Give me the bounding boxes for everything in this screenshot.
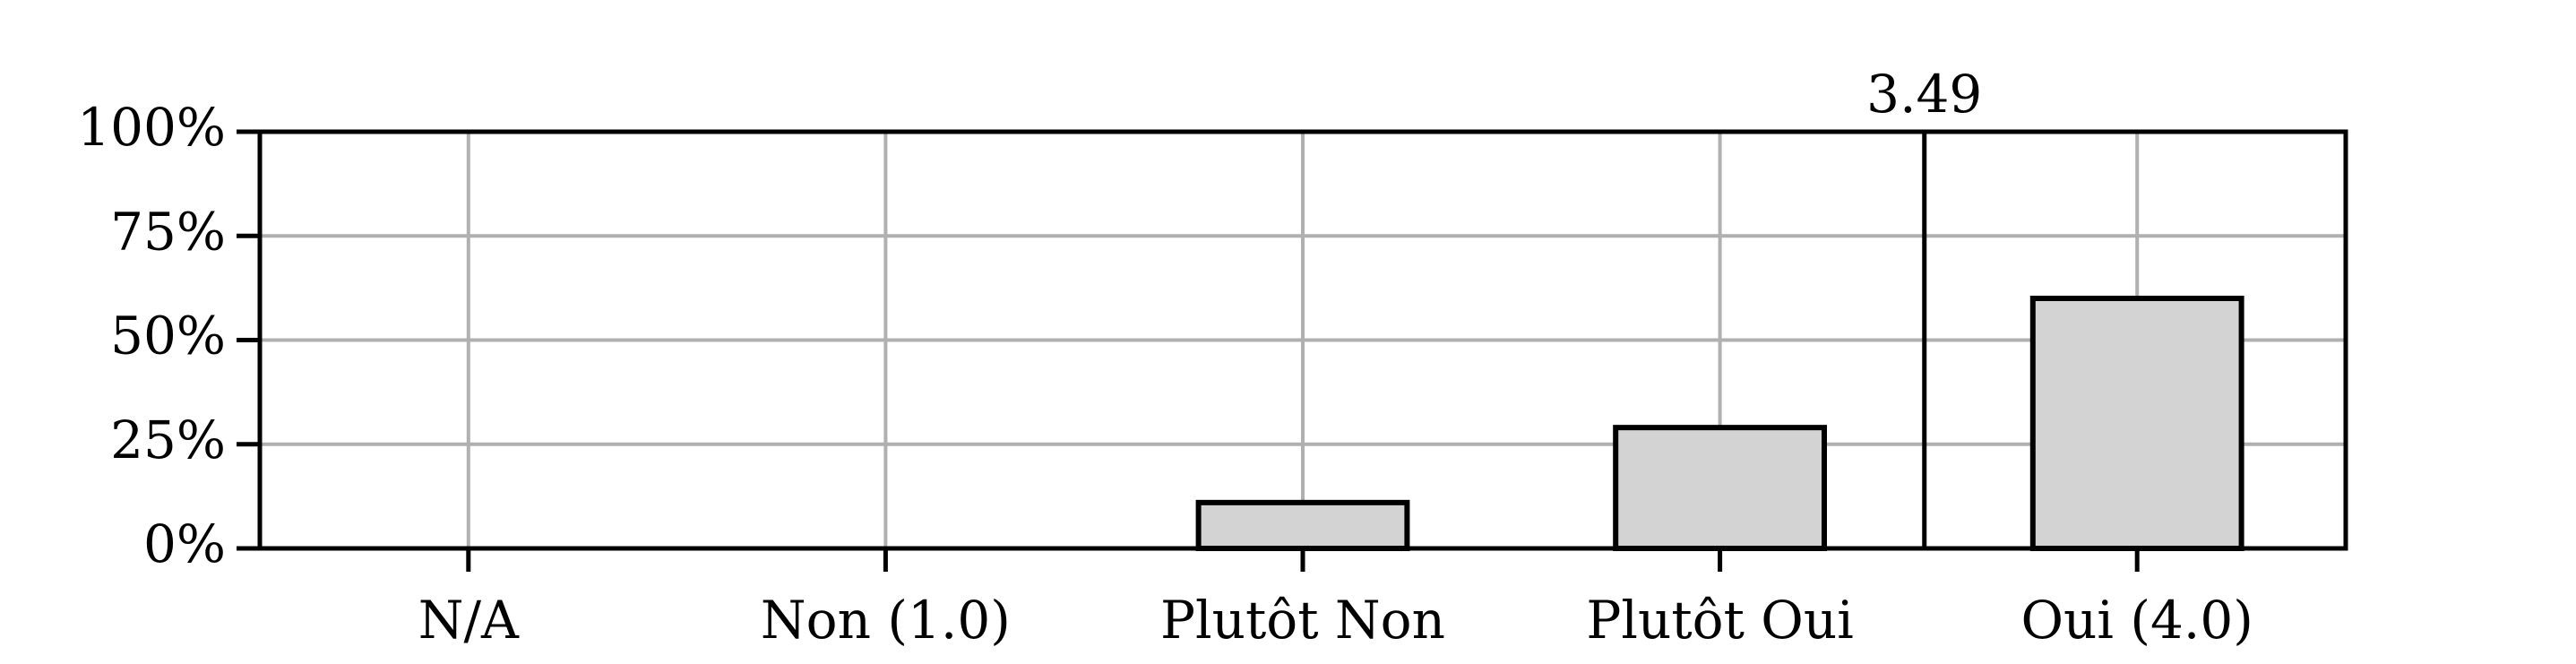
bar-3 [1613, 425, 1827, 551]
y-tick-label: 25% [110, 410, 226, 470]
y-tick-label: 0% [143, 513, 226, 574]
x-tick-label: N/A [418, 590, 520, 651]
x-tick-label: Plutôt Non [1160, 590, 1445, 651]
mean-label: 3.49 [1866, 64, 1982, 125]
bar-4 [2029, 296, 2244, 551]
x-tick-label: Non (1.0) [761, 590, 1011, 651]
y-tick-label: 75% [110, 201, 226, 262]
y-tick-label: 50% [110, 306, 226, 366]
mean-marker: 3.49 [1866, 64, 1982, 548]
x-tick-label: Plutôt Oui [1586, 590, 1853, 651]
bar-2 [1195, 499, 1410, 551]
y-tick-label: 100% [77, 97, 226, 158]
ticks: 0% 25% 50% 75% 100% N/A Non (1.0) Plutôt Non Plu… [77, 97, 2253, 651]
x-tick-label: Oui (4.0) [2021, 590, 2253, 651]
